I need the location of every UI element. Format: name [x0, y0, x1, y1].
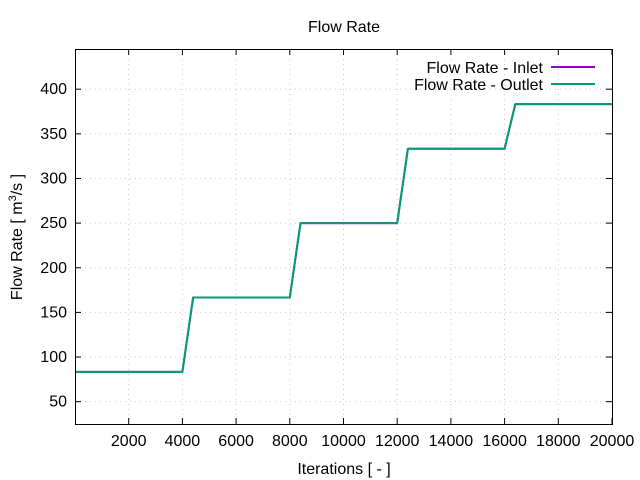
- ticks: 2000 4000 6000 8000 10000 12000 14000 16000 1800…: [40, 49, 634, 450]
- y-tick-label: 100: [40, 349, 67, 366]
- series-layer: [75, 103, 612, 373]
- x-axis-label: Iterations [ - ]: [297, 461, 390, 478]
- x-tick-label: 4000: [165, 433, 201, 450]
- y-tick-label: 50: [49, 394, 67, 411]
- x-tick-label: 14000: [429, 433, 474, 450]
- x-tick-label: 12000: [375, 433, 420, 450]
- y-axis-label-superscript: 3: [7, 195, 19, 201]
- series-line-outlet: [75, 103, 612, 373]
- y-tick-label: 300: [40, 170, 67, 187]
- legend: Flow Rate - Inlet Flow Rate - Outlet: [414, 60, 595, 94]
- plot-frame: [75, 49, 613, 425]
- y-tick-label: 350: [40, 126, 67, 143]
- y-axis-label-prefix: Flow Rate [ m: [9, 201, 26, 300]
- x-tick-label: 10000: [321, 433, 366, 450]
- x-tick-label: 6000: [218, 433, 254, 450]
- chart-title: Flow Rate: [308, 19, 380, 36]
- y-tick-label: 200: [40, 260, 67, 277]
- y-axis-label: Flow Rate [ m3/s ]: [7, 174, 26, 300]
- y-tick-label: 400: [40, 81, 67, 98]
- x-tick-label: 18000: [536, 433, 581, 450]
- x-tick-label: 8000: [272, 433, 308, 450]
- x-tick-label: 20000: [590, 433, 635, 450]
- legend-label-inlet: Flow Rate - Inlet: [427, 60, 544, 77]
- y-tick-label: 150: [40, 304, 67, 321]
- legend-label-outlet: Flow Rate - Outlet: [414, 77, 543, 94]
- x-tick-label: 2000: [111, 433, 147, 450]
- x-tick-label: 16000: [482, 433, 527, 450]
- grid: [75, 49, 612, 424]
- y-tick-label: 250: [40, 215, 67, 232]
- y-axis-label-suffix: /s ]: [9, 174, 26, 195]
